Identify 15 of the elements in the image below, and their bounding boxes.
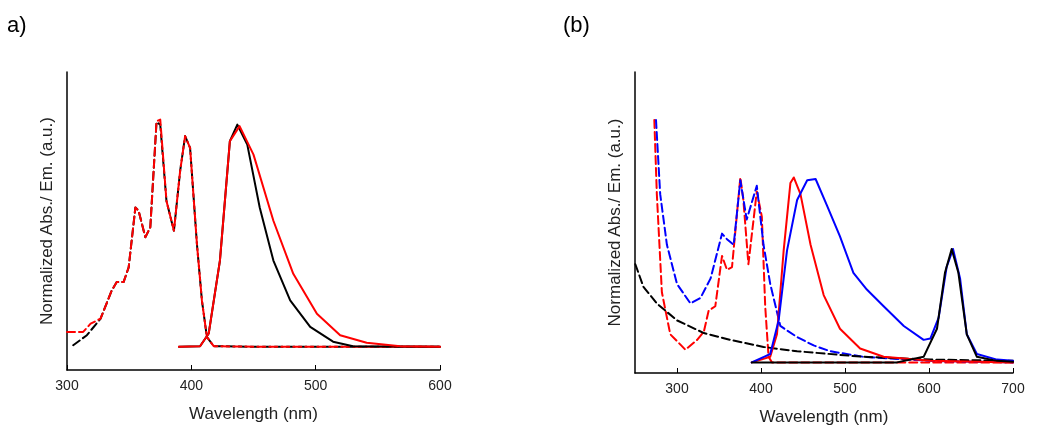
y-axis-title: Normalized Abs./ Em. (a.u.) bbox=[37, 117, 56, 325]
chart-title: a) bbox=[7, 11, 27, 37]
x-tick-label: 400 bbox=[179, 377, 204, 393]
x-tick-label: 300 bbox=[665, 380, 689, 396]
x-tick-label: 600 bbox=[428, 377, 452, 393]
y-axis-title: Normalized Abs./ Em. (a.u.) bbox=[605, 118, 624, 327]
x-axis-title: Wavelength (nm) bbox=[189, 404, 318, 423]
x-tick-label: 700 bbox=[1001, 380, 1025, 396]
x-tick-label: 300 bbox=[55, 377, 79, 393]
chart-title: (b) bbox=[563, 11, 590, 37]
x-tick-label: 500 bbox=[303, 377, 328, 393]
x-tick-label: 600 bbox=[917, 380, 941, 396]
x-tick-label: 400 bbox=[749, 380, 773, 396]
x-tick-label: 500 bbox=[833, 380, 857, 396]
x-axis-title: Wavelength (nm) bbox=[759, 407, 889, 426]
